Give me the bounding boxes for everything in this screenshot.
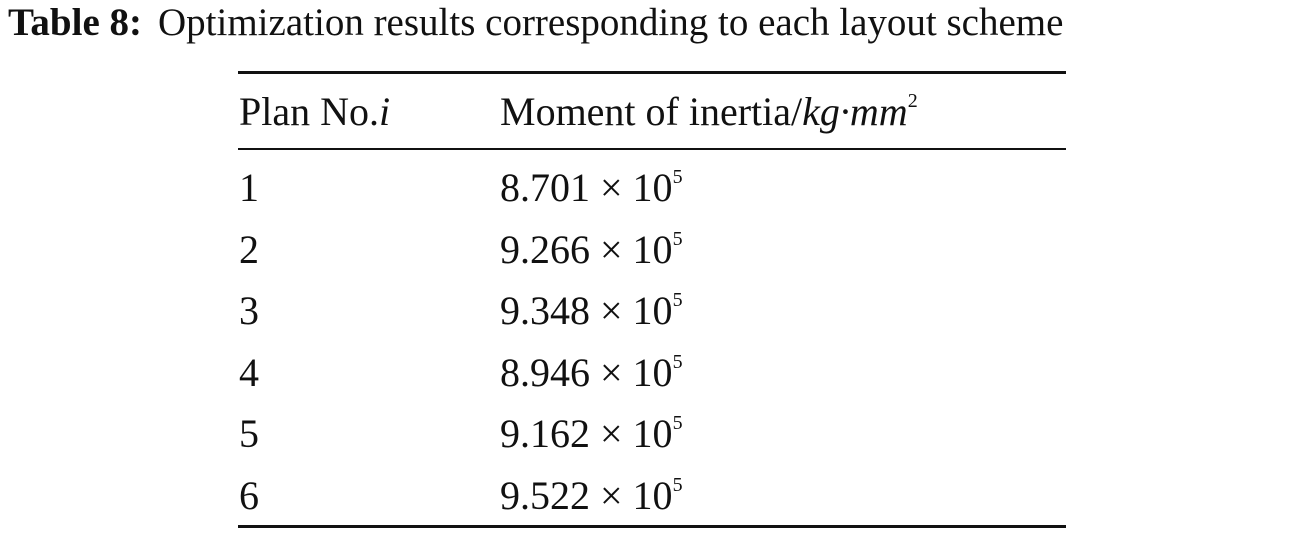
moment-value: 9.266 × 105 (500, 226, 683, 274)
moment-value: 9.348 × 105 (500, 287, 683, 335)
exponent: 5 (672, 350, 683, 373)
moment-value: 8.946 × 105 (500, 349, 683, 397)
moment-value: 8.701 × 105 (500, 164, 683, 212)
exponent: 5 (672, 227, 683, 250)
plan-number: 6 (239, 473, 259, 518)
header-cell: Moment of inertia/kg·mm2 (500, 88, 918, 136)
header-cell: Plan No.i (239, 88, 390, 136)
exponent: 5 (672, 289, 683, 312)
exponent: 5 (672, 166, 683, 188)
moment-value: 9.162 × 105 (500, 410, 683, 458)
plan-number: 4 (239, 349, 259, 395)
caption-label: Table 8: (8, 1, 143, 44)
plan-number: 1 (239, 165, 259, 210)
mantissa: 9.162 × 10 (500, 411, 673, 457)
header-italic: i (379, 89, 391, 134)
table-caption: Table 8: Optimization results correspondi… (8, 0, 1063, 46)
mantissa: 8.946 × 10 (500, 349, 673, 395)
mantissa: 8.701 × 10 (500, 165, 673, 210)
header-text: Moment of inertia/ (500, 89, 803, 134)
top-rule (238, 71, 1066, 74)
header-italic: kg·mm (802, 89, 908, 134)
plan-number: 5 (239, 411, 259, 457)
mantissa: 9.266 × 10 (500, 226, 673, 272)
moment-value: 9.522 × 105 (500, 472, 683, 520)
header-text: Plan No. (239, 89, 379, 134)
bottom-rule (238, 525, 1066, 528)
header-rule (238, 148, 1066, 150)
mantissa: 9.348 × 10 (500, 288, 673, 334)
exponent: 5 (672, 474, 683, 496)
header-superscript: 2 (907, 90, 918, 112)
exponent: 5 (672, 412, 683, 435)
plan-number: 2 (239, 226, 259, 272)
plan-number: 3 (239, 288, 259, 334)
caption-text: Optimization results corresponding to ea… (158, 1, 1064, 44)
mantissa: 9.522 × 10 (500, 473, 673, 518)
